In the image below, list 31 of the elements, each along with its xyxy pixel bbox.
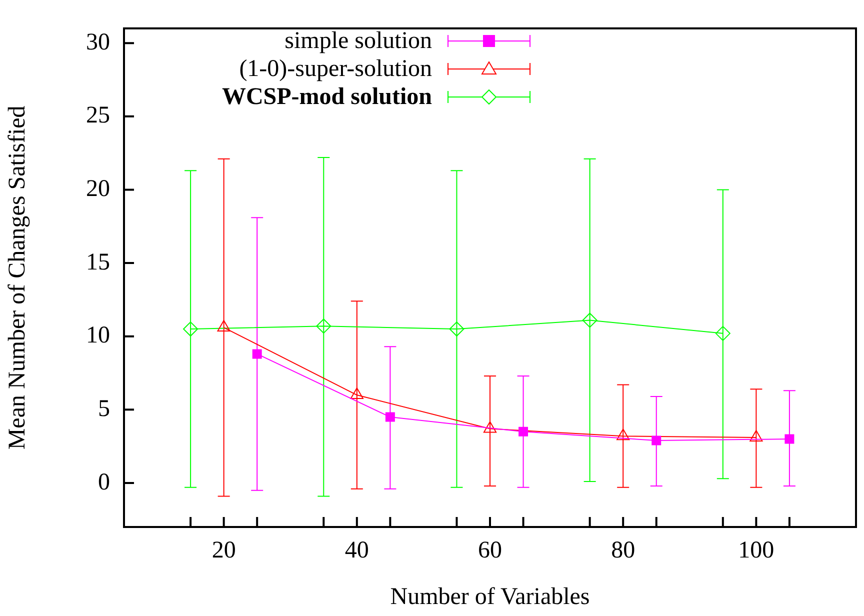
- point: [616, 428, 630, 440]
- y-axis-title: Mean Number of Changes Satisfied: [4, 106, 31, 450]
- legend-label: simple solution: [284, 28, 432, 54]
- point: [316, 318, 332, 334]
- y-tick-label: 25: [86, 102, 110, 129]
- x-axis-title: Number of Variables: [390, 584, 590, 610]
- y-tick-label: 5: [98, 396, 110, 422]
- point: [385, 412, 395, 422]
- point: [252, 349, 262, 359]
- x-tick-label: 100: [738, 538, 774, 564]
- x-tick-label: 60: [478, 538, 502, 564]
- x-tick-label: 80: [611, 538, 636, 564]
- point: [750, 430, 763, 442]
- point: [449, 322, 464, 337]
- point: [483, 421, 497, 433]
- legend-label: (1-0)-super-solution: [239, 56, 432, 82]
- point: [350, 388, 364, 400]
- legend-label: WCSP-mod solution: [222, 84, 432, 110]
- point: [183, 322, 198, 337]
- y-tick-label: 15: [86, 249, 110, 276]
- x-tick-label: 20: [212, 538, 236, 564]
- point: [582, 312, 598, 328]
- point: [715, 326, 730, 341]
- point: [518, 426, 528, 436]
- y-tick-label: 0: [98, 469, 110, 496]
- y-tick-label: 10: [86, 322, 110, 349]
- y-tick-label: 30: [86, 29, 110, 56]
- point: [652, 436, 662, 446]
- x-tick-label: 40: [344, 538, 369, 564]
- y-tick-label: 20: [86, 176, 110, 202]
- point: [784, 434, 794, 444]
